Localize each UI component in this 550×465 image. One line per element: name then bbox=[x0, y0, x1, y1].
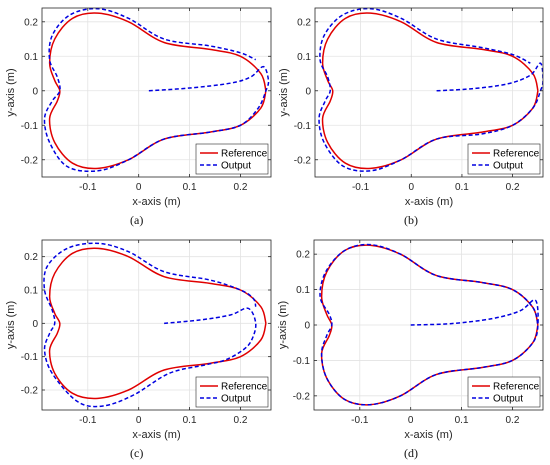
legend-label-output: Output bbox=[493, 161, 523, 172]
panel-b: -0.1 0 0.1 0.2 -0.2 -0.1 0 0.1 0.2 x-axis (m) y-ax… bbox=[275, 0, 550, 232]
caption-c: (c) bbox=[130, 446, 144, 460]
x-tick-label: -0.1 bbox=[79, 182, 97, 193]
legend-box bbox=[467, 376, 541, 408]
panel-c: -0.1 0 0.1 0.2 -0.2 -0.1 0 0.1 0.2 x-axis (m) y-ax… bbox=[0, 232, 275, 465]
x-tick-label: -0.1 bbox=[352, 182, 370, 193]
y-tick-label: 0 bbox=[32, 86, 38, 97]
legend-label-output: Output bbox=[221, 394, 251, 405]
legend-box bbox=[195, 143, 269, 175]
series-line-output bbox=[318, 8, 543, 172]
series-line-output bbox=[43, 8, 270, 173]
x-tick-label: 0.1 bbox=[183, 415, 197, 426]
y-tick-label: 0 bbox=[304, 321, 310, 332]
x-tick-label: 0.2 bbox=[234, 415, 248, 426]
y-tick-label: 0.1 bbox=[24, 286, 38, 297]
y-tick-label: -0.1 bbox=[294, 121, 312, 132]
y-tick-label: -0.2 bbox=[21, 386, 39, 397]
x-tick-label: 0 bbox=[408, 182, 414, 193]
chart-svg: -0.1 0 0.1 0.2 -0.2 -0.1 0 0.1 0.2 x-axis (m) y-ax… bbox=[278, 7, 544, 208]
y-tick-label: 0.1 bbox=[296, 285, 310, 296]
y-tick-label: 0.2 bbox=[296, 250, 310, 261]
caption-a: (a) bbox=[130, 213, 144, 227]
chart-svg: -0.1 0 0.1 0.2 -0.2 -0.1 0 0.1 0.2 x-axis (m) y-ax… bbox=[5, 239, 272, 441]
axes-box bbox=[41, 7, 272, 178]
series-line-reference bbox=[48, 247, 267, 400]
x-axis-label: x-axis (m) bbox=[132, 196, 180, 208]
series-line-output bbox=[319, 243, 539, 406]
y-tick-label: -0.1 bbox=[21, 352, 39, 363]
y-tick-label: -0.2 bbox=[293, 391, 311, 402]
chart-svg: -0.1 0 0.1 0.2 -0.2 -0.1 0 0.1 0.2 x-axis (m) y-ax… bbox=[277, 239, 544, 441]
x-tick-label: 0.2 bbox=[234, 182, 248, 193]
x-axis-label: x-axis (m) bbox=[132, 429, 180, 441]
y-tick-label: 0.2 bbox=[297, 17, 311, 28]
legend-label-output: Output bbox=[221, 161, 251, 172]
x-tick-label: 0.2 bbox=[506, 182, 520, 193]
legend-label-reference: Reference bbox=[221, 382, 268, 393]
x-axis-label: x-axis (m) bbox=[404, 429, 452, 441]
legend-label-reference: Reference bbox=[493, 382, 540, 393]
y-axis-label: y-axis (m) bbox=[5, 68, 17, 116]
legend-label-reference: Reference bbox=[493, 149, 540, 160]
x-tick-label: 0 bbox=[136, 182, 142, 193]
x-tick-label: -0.1 bbox=[351, 415, 369, 426]
x-tick-label: 0.2 bbox=[506, 415, 520, 426]
y-tick-label: -0.1 bbox=[293, 356, 311, 367]
x-axis-label: x-axis (m) bbox=[405, 196, 453, 208]
y-tick-label: -0.2 bbox=[21, 155, 39, 166]
y-axis-label: y-axis (m) bbox=[277, 301, 289, 349]
legend-box bbox=[195, 376, 269, 408]
caption-d: (d) bbox=[404, 446, 418, 460]
series-line-output bbox=[43, 242, 257, 408]
legend-label-reference: Reference bbox=[221, 149, 268, 160]
y-tick-label: -0.1 bbox=[21, 121, 39, 132]
y-tick-label: 0 bbox=[32, 319, 38, 330]
panel-a: -0.1 0 0.1 0.2 -0.2 -0.1 0 0.1 0.2 x-axis (m) y-ax… bbox=[0, 0, 275, 232]
y-tick-label: 0.1 bbox=[24, 52, 38, 63]
x-tick-label: -0.1 bbox=[79, 415, 97, 426]
axes-box bbox=[314, 7, 544, 178]
y-axis-label: y-axis (m) bbox=[5, 301, 17, 349]
axes-box bbox=[41, 239, 272, 411]
x-tick-label: 0.1 bbox=[455, 415, 469, 426]
panel-d: -0.1 0 0.1 0.2 -0.2 -0.1 0 0.1 0.2 x-axis (m) y-ax… bbox=[275, 232, 550, 465]
y-tick-label: 0.1 bbox=[297, 52, 311, 63]
y-tick-label: 0.2 bbox=[24, 17, 38, 28]
chart-svg: -0.1 0 0.1 0.2 -0.2 -0.1 0 0.1 0.2 x-axis (m) y-ax… bbox=[5, 7, 272, 208]
y-tick-label: 0.2 bbox=[24, 252, 38, 263]
x-tick-label: 0 bbox=[136, 415, 142, 426]
y-tick-label: 0 bbox=[305, 86, 311, 97]
y-tick-label: -0.2 bbox=[294, 155, 312, 166]
legend-box bbox=[467, 143, 541, 175]
x-tick-label: 0.1 bbox=[455, 182, 469, 193]
x-tick-label: 0 bbox=[408, 415, 414, 426]
y-axis-label: y-axis (m) bbox=[278, 68, 290, 116]
legend-label-output: Output bbox=[493, 394, 523, 405]
caption-b: (b) bbox=[404, 213, 418, 227]
x-tick-label: 0.1 bbox=[183, 182, 197, 193]
